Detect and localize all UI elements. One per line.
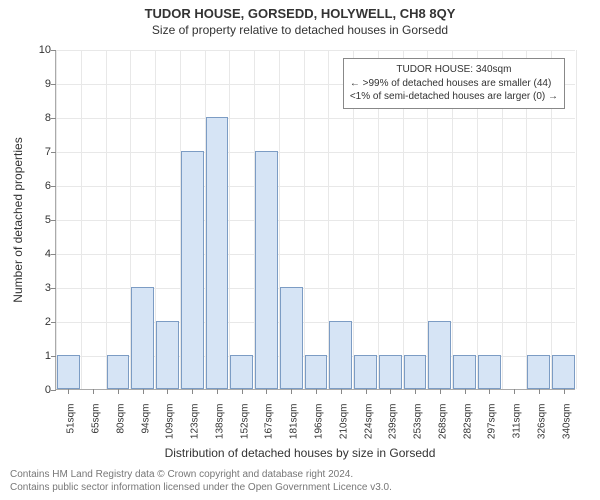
bar — [404, 355, 427, 389]
info-box-title: TUDOR HOUSE: 340sqm — [350, 63, 558, 77]
ytick-label: 4 — [1, 248, 51, 260]
gridline-h — [56, 186, 575, 187]
bar — [280, 287, 303, 389]
xtick-mark — [192, 389, 193, 394]
bar — [57, 355, 80, 389]
ytick-label: 9 — [1, 78, 51, 90]
xtick-mark — [143, 389, 144, 394]
gridline-v — [56, 50, 57, 389]
bar — [107, 355, 130, 389]
chart-title: TUDOR HOUSE, GORSEDD, HOLYWELL, CH8 8QY — [0, 0, 600, 21]
xtick-mark — [291, 389, 292, 394]
footer: Contains HM Land Registry data © Crown c… — [10, 469, 392, 494]
ytick-label: 3 — [1, 282, 51, 294]
gridline-v — [81, 50, 82, 389]
xtick-mark — [242, 389, 243, 394]
xtick-mark — [564, 389, 565, 394]
gridline-h — [56, 220, 575, 221]
footer-line2: Contains public sector information licen… — [10, 482, 392, 495]
bar — [230, 355, 253, 389]
bar — [305, 355, 328, 389]
ytick-label: 1 — [1, 350, 51, 362]
gridline-h — [56, 50, 575, 51]
bar — [131, 287, 154, 389]
plot-wrap: 01234567891051sqm65sqm80sqm94sqm109sqm12… — [55, 50, 575, 390]
chart-container: TUDOR HOUSE, GORSEDD, HOLYWELL, CH8 8QY … — [0, 0, 600, 500]
bar — [329, 321, 352, 389]
ytick-label: 7 — [1, 146, 51, 158]
ytick-label: 10 — [1, 44, 51, 56]
xtick-mark — [440, 389, 441, 394]
bar — [453, 355, 476, 389]
bar — [255, 151, 278, 389]
xtick-mark — [514, 389, 515, 394]
info-box-line1: ← >99% of detached houses are smaller (4… — [350, 77, 558, 91]
xtick-mark — [118, 389, 119, 394]
xtick-mark — [415, 389, 416, 394]
xtick-mark — [489, 389, 490, 394]
ytick-label: 8 — [1, 112, 51, 124]
bar — [478, 355, 501, 389]
ytick-label: 0 — [1, 384, 51, 396]
xtick-mark — [217, 389, 218, 394]
xtick-mark — [68, 389, 69, 394]
gridline-v — [304, 50, 305, 389]
gridline-h — [56, 254, 575, 255]
xtick-mark — [93, 389, 94, 394]
bar — [428, 321, 451, 389]
xtick-mark — [266, 389, 267, 394]
ytick-mark — [51, 390, 56, 391]
bar — [156, 321, 179, 389]
ytick-label: 2 — [1, 316, 51, 328]
xtick-mark — [167, 389, 168, 394]
x-axis-label: Distribution of detached houses by size … — [0, 446, 600, 460]
info-box-line2: <1% of semi-detached houses are larger (… — [350, 90, 558, 104]
bar — [552, 355, 575, 389]
xtick-mark — [341, 389, 342, 394]
bar — [527, 355, 550, 389]
gridline-v — [229, 50, 230, 389]
ytick-label: 5 — [1, 214, 51, 226]
xtick-mark — [390, 389, 391, 394]
xtick-mark — [316, 389, 317, 394]
bar — [181, 151, 204, 389]
gridline-h — [56, 152, 575, 153]
gridline-h — [56, 118, 575, 119]
info-box: TUDOR HOUSE: 340sqm ← >99% of detached h… — [343, 58, 565, 109]
gridline-v — [106, 50, 107, 389]
chart-subtitle: Size of property relative to detached ho… — [0, 21, 600, 37]
xtick-mark — [366, 389, 367, 394]
xtick-mark — [539, 389, 540, 394]
y-axis-label: Number of detached properties — [11, 137, 25, 302]
bar — [354, 355, 377, 389]
bar — [206, 117, 229, 389]
footer-line1: Contains HM Land Registry data © Crown c… — [10, 469, 392, 482]
gridline-v — [576, 50, 577, 389]
ytick-label: 6 — [1, 180, 51, 192]
xtick-mark — [465, 389, 466, 394]
bar — [379, 355, 402, 389]
